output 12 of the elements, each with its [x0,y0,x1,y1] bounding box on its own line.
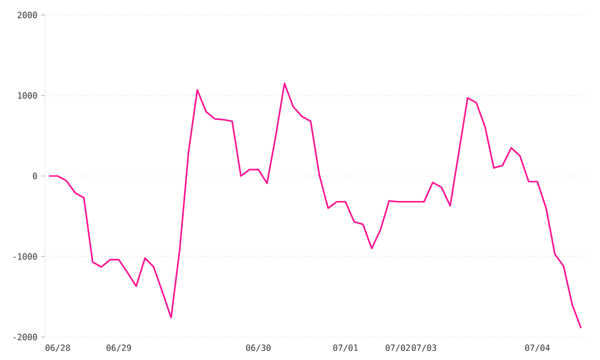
y-tick-label: 1000 [18,92,37,99]
y-tick-label: -1000 [13,253,37,260]
x-tick-label: 06/28 [46,344,70,352]
y-tick-label: 0 [32,172,37,180]
y-tick-label: 2000 [18,12,37,18]
x-tick-label: 07/03 [412,344,436,352]
x-tick-label: 07/02 [386,344,410,352]
y-tick-label: -2000 [13,334,37,340]
x-tick-label: 06/30 [246,344,271,352]
x-tick-label: 07/04 [525,344,550,352]
x-tick-label: 07/01 [333,344,358,352]
x-tick-label: 06/29 [106,344,131,352]
